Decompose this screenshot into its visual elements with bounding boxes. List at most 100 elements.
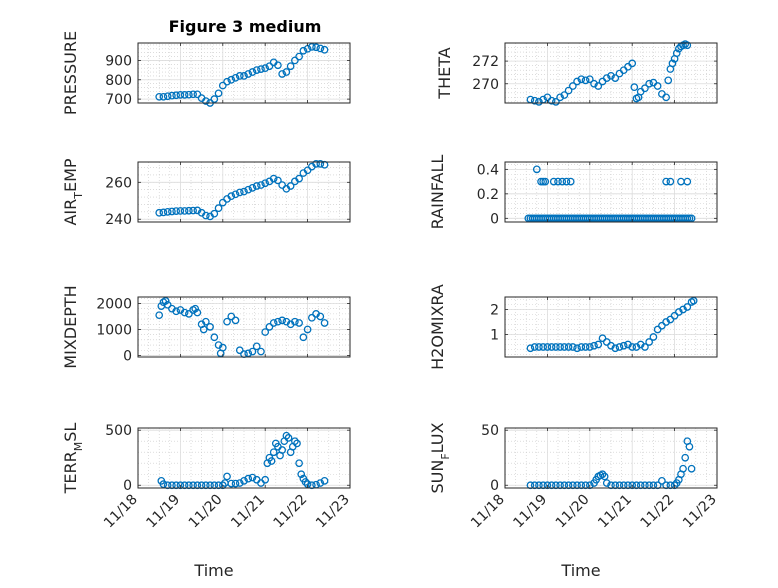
data-point xyxy=(307,313,316,322)
data-point xyxy=(252,66,261,74)
data-point xyxy=(560,343,569,351)
x-tick-label: 11/19 xyxy=(143,492,183,532)
data-point xyxy=(172,207,181,215)
x-tick-label: 11/22 xyxy=(638,492,678,532)
y-tick-label: 1 xyxy=(490,328,499,344)
data-point xyxy=(547,96,556,105)
y-tick-label: 0 xyxy=(123,478,132,494)
data-point xyxy=(231,73,240,82)
y-tick-label: 2000 xyxy=(96,296,132,312)
data-point xyxy=(666,177,675,186)
data-point xyxy=(265,323,274,331)
data-point xyxy=(530,96,539,105)
data-point xyxy=(320,476,329,485)
data-point xyxy=(231,316,240,325)
data-point xyxy=(155,208,164,217)
x-tick-label: 11/19 xyxy=(510,492,550,532)
data-point xyxy=(284,434,293,442)
data-point xyxy=(526,344,535,353)
data-point xyxy=(611,344,620,353)
subplot-1: 700 800 900 PRESSURE xyxy=(61,31,351,115)
data-point xyxy=(159,92,168,101)
data-point xyxy=(210,209,219,218)
data-point xyxy=(628,343,637,351)
data-point xyxy=(312,43,320,52)
data-point xyxy=(163,207,172,216)
data-point xyxy=(316,312,325,321)
data-point xyxy=(201,97,210,105)
subplot-4: 0 0.2 0.4 RAINFALL xyxy=(428,155,718,229)
data-point xyxy=(535,343,543,351)
x-axis-label: Time xyxy=(193,561,233,580)
axes-box xyxy=(504,296,718,358)
data-point xyxy=(560,91,569,99)
data-point xyxy=(159,208,168,217)
data-point xyxy=(535,98,543,106)
data-point xyxy=(235,479,244,487)
data-point xyxy=(628,59,637,68)
data-point xyxy=(658,321,666,330)
data-point xyxy=(180,308,189,317)
data-point xyxy=(168,91,176,100)
data-point xyxy=(679,464,687,473)
axes-box xyxy=(137,296,351,358)
data-point xyxy=(598,334,607,343)
data-point xyxy=(312,159,320,168)
data-point xyxy=(261,64,270,73)
data-point xyxy=(683,303,692,311)
data-point xyxy=(600,472,609,481)
data-point xyxy=(297,470,306,479)
data-point xyxy=(573,77,581,86)
data-point xyxy=(581,76,590,85)
x-tick-label: 11/23 xyxy=(313,492,353,532)
data-point xyxy=(672,49,681,58)
data-point xyxy=(240,187,248,196)
data-point xyxy=(645,338,654,346)
data-point xyxy=(594,82,603,90)
data-point xyxy=(653,82,662,90)
data-point xyxy=(649,333,658,341)
data-point xyxy=(295,52,303,61)
y-tick-label: 272 xyxy=(472,54,499,70)
data-point xyxy=(155,92,164,101)
data-point xyxy=(244,474,253,483)
data-point xyxy=(269,448,278,457)
data-point xyxy=(554,177,562,186)
y-axis-label-subscript: M xyxy=(72,442,85,452)
subplot-3: 240 260 AIRTEMP xyxy=(61,158,351,228)
y-axis-label-tail: EMP xyxy=(61,158,80,192)
data-point xyxy=(556,343,564,351)
y-tick-label: 260 xyxy=(105,175,132,191)
data-point xyxy=(611,74,620,82)
data-point xyxy=(316,44,325,53)
data-point xyxy=(653,325,662,334)
data-point xyxy=(193,206,202,215)
data-point xyxy=(594,340,603,349)
data-point xyxy=(185,206,193,215)
y-axis-label: THETA xyxy=(435,47,454,99)
data-point xyxy=(299,333,308,342)
data-point xyxy=(286,182,295,190)
y-axis-label-main: H2OMIXRA xyxy=(428,284,447,370)
data-point xyxy=(210,95,219,103)
data-point xyxy=(299,46,308,55)
y-tick-label: 500 xyxy=(105,423,132,439)
data-point xyxy=(562,177,571,186)
data-point xyxy=(552,98,560,106)
data-point xyxy=(189,90,197,99)
data-point xyxy=(235,188,244,197)
data-point xyxy=(320,45,329,54)
data-point xyxy=(210,333,219,342)
y-tick-label: 2 xyxy=(490,303,499,319)
data-point xyxy=(619,341,628,350)
data-point xyxy=(180,207,189,215)
data-point xyxy=(185,90,193,99)
data-point xyxy=(291,437,299,446)
y-tick-label: 0 xyxy=(490,211,499,227)
x-axis-label: Time xyxy=(560,561,600,580)
y-axis-label-main: AIR xyxy=(61,199,80,226)
x-tick-label: 11/23 xyxy=(680,492,720,532)
axes-box xyxy=(504,427,718,489)
data-point xyxy=(163,92,172,101)
